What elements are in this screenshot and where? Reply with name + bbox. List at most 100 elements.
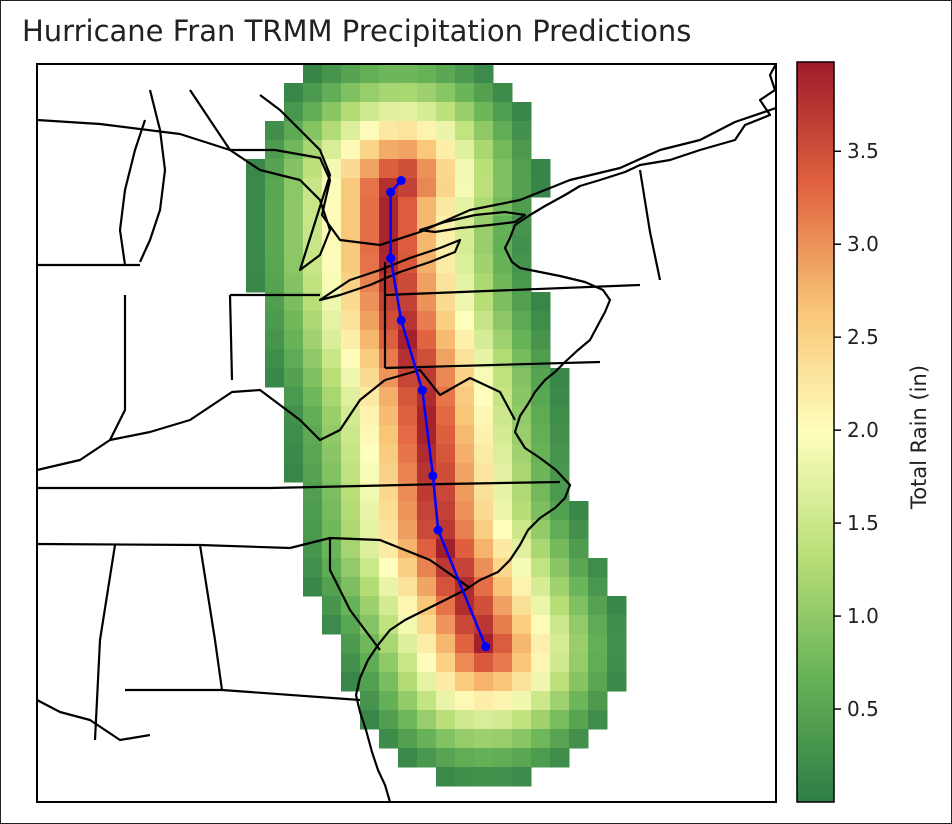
- precip-cell: [531, 748, 551, 768]
- precip-cell: [303, 558, 323, 578]
- precip-cell: [360, 691, 380, 711]
- precip-cell: [569, 672, 589, 692]
- precip-cell: [379, 444, 399, 464]
- precip-cell: [303, 102, 323, 122]
- storm-track-point: [396, 176, 406, 186]
- precip-cell: [474, 748, 494, 768]
- precip-cell: [436, 615, 456, 635]
- precip-cell: [493, 463, 513, 483]
- precip-cell: [379, 672, 399, 692]
- precip-cell: [417, 349, 437, 369]
- precip-cell: [341, 216, 361, 236]
- colorbar: 0.5 1.0 1.5 2.0 2.5 3.0 3.5 Total Rain (in): [796, 61, 931, 803]
- precip-cell: [341, 330, 361, 350]
- precip-cell: [474, 273, 494, 293]
- precip-cell: [512, 501, 532, 521]
- precip-cell: [322, 330, 342, 350]
- precip-cell: [474, 444, 494, 464]
- storm-track: [386, 176, 491, 652]
- precip-cell: [341, 311, 361, 331]
- lake-huron: [189, 89, 332, 272]
- precip-cell: [550, 425, 570, 445]
- precip-cell: [265, 121, 285, 141]
- precip-cell: [398, 691, 418, 711]
- precip-cell: [512, 349, 532, 369]
- precip-cell: [588, 558, 608, 578]
- precip-cell: [379, 83, 399, 103]
- precip-cell: [379, 406, 399, 426]
- precip-cell: [531, 577, 551, 597]
- precip-cell: [265, 178, 285, 198]
- precip-cell: [474, 311, 494, 331]
- precip-cell: [398, 444, 418, 464]
- precip-cell: [341, 140, 361, 160]
- precip-cell: [588, 634, 608, 654]
- precip-cell: [360, 596, 380, 616]
- nc-sc-border: [289, 536, 471, 589]
- precip-cell: [322, 64, 342, 84]
- precip-cell: [455, 558, 475, 578]
- precip-cell: [531, 311, 551, 331]
- precip-cell: [417, 64, 437, 84]
- precip-cell: [493, 520, 513, 540]
- precip-cell: [569, 615, 589, 635]
- precip-cell: [303, 577, 323, 597]
- precip-cell: [379, 140, 399, 160]
- precip-cell: [436, 311, 456, 331]
- precip-cell: [588, 691, 608, 711]
- precip-cell: [493, 311, 513, 331]
- precip-cell: [360, 178, 380, 198]
- precip-cell: [474, 729, 494, 749]
- precip-cell: [284, 197, 304, 217]
- precip-cell: [341, 577, 361, 597]
- precip-cell: [512, 710, 532, 730]
- precip-cell: [493, 83, 513, 103]
- precip-cell: [265, 159, 285, 179]
- precip-cell: [493, 672, 513, 692]
- precip-cell: [417, 102, 437, 122]
- colorbar-tick-label: 2.0: [847, 418, 879, 442]
- precip-cell: [341, 121, 361, 141]
- precip-cell: [455, 311, 475, 331]
- precip-cell: [360, 64, 380, 84]
- storm-track-point: [417, 385, 427, 395]
- precip-cell: [550, 729, 570, 749]
- precip-cell: [550, 520, 570, 540]
- precip-cell: [360, 102, 380, 122]
- precip-cell: [246, 216, 266, 236]
- precip-cell: [379, 482, 399, 502]
- precip-cell: [436, 672, 456, 692]
- precip-cell: [398, 83, 418, 103]
- precip-cell: [341, 653, 361, 673]
- precip-cell: [512, 197, 532, 217]
- precip-cell: [474, 596, 494, 616]
- precip-cell: [341, 444, 361, 464]
- precip-cell: [379, 292, 399, 312]
- precip-cell: [303, 406, 323, 426]
- precip-cell: [360, 558, 380, 578]
- precip-cell: [417, 83, 437, 103]
- precip-cell: [474, 330, 494, 350]
- chart-title: Hurricane Fran TRMM Precipitation Predic…: [22, 14, 692, 48]
- precip-cell: [436, 653, 456, 673]
- precip-cell: [246, 254, 266, 274]
- precip-cell: [379, 729, 399, 749]
- precip-cell: [531, 406, 551, 426]
- precip-cell: [341, 558, 361, 578]
- precip-cell: [379, 710, 399, 730]
- precip-cell: [512, 311, 532, 331]
- precip-cell: [398, 197, 418, 217]
- precip-cell: [360, 292, 380, 312]
- precip-cell: [550, 501, 570, 521]
- precip-cell: [436, 330, 456, 350]
- precip-cell: [436, 368, 456, 388]
- precip-cell: [588, 596, 608, 616]
- precip-cell: [512, 273, 532, 293]
- precip-cell: [607, 653, 627, 673]
- precip-cell: [455, 501, 475, 521]
- precip-cell: [531, 729, 551, 749]
- precip-cell: [284, 140, 304, 160]
- precip-cell: [569, 691, 589, 711]
- ga-al-border: [198, 544, 224, 691]
- precip-cell: [550, 387, 570, 407]
